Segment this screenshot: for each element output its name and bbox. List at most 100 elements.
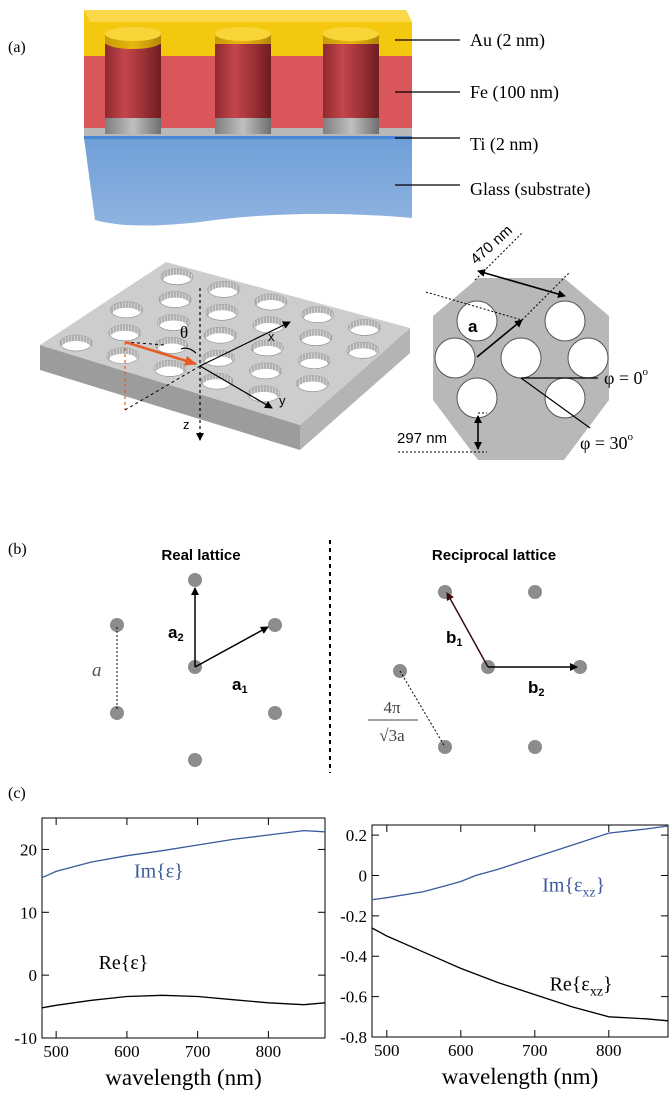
axis-z-label: z (183, 417, 190, 432)
slab-hole (346, 342, 380, 359)
hex-hole (500, 337, 542, 379)
x-tick-label: 500 (374, 1041, 400, 1060)
hexagonal-unit-cell (433, 278, 609, 460)
a2-label: a (168, 623, 178, 642)
hex-hole (544, 377, 586, 419)
a1-sub: 1 (241, 684, 247, 696)
glass-layer (84, 138, 412, 226)
chart-epsilon: 500 600 700 800 -10 0 10 20 Im{ε} Re{ε} wavelength… (14, 817, 326, 1090)
recip-spacing-denominator: √3a (379, 726, 405, 745)
y-tick-label: -0.4 (340, 947, 367, 966)
lattice-point (110, 706, 124, 720)
x-tick-label: 700 (522, 1041, 548, 1060)
layer-labels: Au (2 nm) Fe (100 nm) Ti (2 nm) Glass (s… (395, 30, 590, 200)
recip-spacing-numerator: 4π (383, 698, 401, 717)
b2-sub: 2 (538, 687, 544, 699)
y-tick-label: 0 (359, 866, 368, 885)
hex-hole (456, 300, 498, 342)
panel-c-label: (c) (8, 785, 26, 802)
b2-label: b (528, 678, 538, 697)
phi0-label: φ = 0 (604, 368, 643, 388)
slab-hole (108, 324, 142, 342)
slab-hole (157, 314, 190, 331)
b1-label: b (446, 628, 456, 647)
hex-hole (567, 337, 609, 379)
lattice-point (268, 618, 282, 632)
slab-hole (299, 329, 333, 346)
chart-epsilon-xz: 500 600 700 800 -0.8 -0.6 -0.4 -0.2 0 0.2 Im{εxz} R… (340, 824, 669, 1089)
theta-label: θ (180, 323, 188, 342)
series-line (371, 825, 669, 901)
b1-sub: 1 (456, 637, 462, 649)
slab-hole (204, 326, 237, 344)
a2-sub: 2 (177, 632, 183, 644)
svg-text:a1: a1 (232, 675, 248, 696)
reciprocal-point (528, 585, 542, 599)
layer-label-au: Au (2 nm) (470, 30, 545, 51)
phi0-degree: o (643, 366, 649, 378)
real-lattice (110, 573, 282, 767)
lattice-point (268, 706, 282, 720)
hex-hole (456, 377, 498, 419)
phi30-degree: o (628, 431, 634, 443)
x-tick-label: 800 (256, 1042, 282, 1061)
slab-hole (106, 347, 140, 365)
slab-hole (202, 349, 235, 367)
slab-hole (250, 339, 284, 357)
hole-cylinder (105, 27, 161, 134)
slab-hole (254, 293, 288, 311)
y-tick-label: 0 (29, 966, 38, 985)
layer-label-ti: Ti (2 nm) (470, 134, 538, 155)
slab-hole (153, 360, 187, 377)
hex-dimensions (398, 232, 598, 453)
hole-cylinder (323, 27, 379, 134)
series-line (371, 927, 669, 1022)
y-tick-label: 20 (20, 840, 37, 859)
series-annotation: Im{εxz} (542, 875, 605, 901)
series-annotation: Re{ε} (99, 952, 149, 974)
lattice-point (110, 618, 124, 632)
hex-period-label: 470 nm (467, 222, 516, 268)
y-tick-label: 10 (20, 903, 37, 922)
x-tick-label: 600 (448, 1041, 474, 1060)
reciprocal-lattice-title: Reciprocal lattice (432, 547, 556, 564)
series-line (41, 994, 326, 1009)
layer-label-glass: Glass (substrate) (470, 179, 590, 200)
reciprocal-lattice (393, 585, 587, 754)
hex-vector-label: a (468, 317, 478, 336)
y-tick-label: -0.6 (340, 988, 367, 1007)
hex-diameter-label: 297 nm (397, 430, 447, 447)
series-line (41, 829, 326, 879)
slab-hole (247, 385, 281, 403)
lattice-point (188, 753, 202, 767)
series-annotation: Re{εxz} (550, 974, 613, 1000)
slab-hole (200, 372, 234, 390)
hex-hole (544, 300, 586, 342)
panel-a-label: (a) (8, 39, 26, 56)
slab-hole (160, 268, 194, 285)
svg-text:φ = 0o: φ = 0o (604, 366, 649, 388)
real-spacing-label: a (92, 660, 102, 681)
plot-frame (41, 817, 326, 1039)
panel-b-label: (b) (8, 541, 27, 558)
a1-label: a (232, 675, 242, 694)
hole-cylinder (215, 27, 271, 134)
x-tick-label: 600 (114, 1042, 140, 1061)
series-annotation: Im{ε} (134, 861, 184, 883)
y-tick-label: -10 (14, 1029, 37, 1048)
slab-hole (207, 281, 241, 298)
slab-hole (155, 337, 188, 354)
slab-hole (205, 303, 239, 321)
x-axis-label: wavelength (nm) (442, 1064, 598, 1089)
y-tick-label: 0.2 (346, 826, 367, 845)
svg-text:b2: b2 (528, 678, 545, 699)
axis-y-label: y (279, 393, 286, 408)
perforated-slab (40, 262, 410, 450)
slab-hole (297, 352, 331, 369)
axis-x-label: x (268, 329, 275, 344)
real-lattice-title: Real lattice (161, 547, 240, 564)
incidence-geometry (124, 288, 291, 441)
x-tick-label: 800 (596, 1041, 622, 1060)
y-tick-label: -0.8 (340, 1028, 367, 1047)
